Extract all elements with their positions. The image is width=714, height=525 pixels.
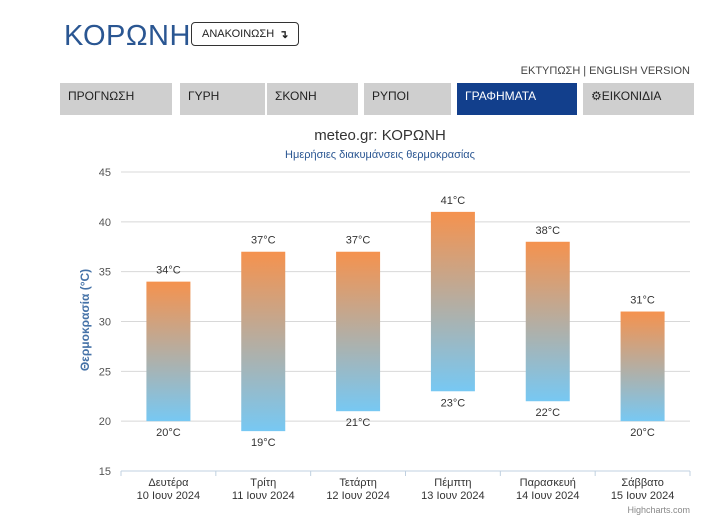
y-tick-label: 40 <box>99 217 111 229</box>
x-tick-date-label: 14 Ιουν 2024 <box>516 490 580 502</box>
x-tick-date-label: 10 Ιουν 2024 <box>137 490 201 502</box>
announcement-label: ΑΝΑΚΟΙΝΩΣΗ <box>202 28 275 40</box>
link-separator: | <box>583 65 587 77</box>
high-temp-label: 34°C <box>156 265 181 277</box>
temperature-bar[interactable] <box>620 311 665 422</box>
tab-label: ΓΥΡΗ <box>188 89 220 103</box>
tab-pollutants[interactable]: ΡΥΠΟΙ <box>364 83 451 115</box>
print-link[interactable]: ΕΚΤΥΠΩΣΗ <box>520 65 581 77</box>
high-temp-label: 41°C <box>441 195 466 207</box>
x-tick-day-label: Τρίτη <box>250 477 276 489</box>
high-temp-label: 31°C <box>630 295 655 307</box>
tab-charts[interactable]: ΓΡΑΦΗΜΑΤΑ <box>457 83 577 115</box>
y-axis-title: Θερμοκρασία (°C) <box>78 269 92 371</box>
x-tick-day-label: Παρασκευή <box>520 477 576 489</box>
tab-pollen[interactable]: ΓΥΡΗ <box>180 83 265 115</box>
arrow-down-icon: ↴ <box>279 28 289 41</box>
low-temp-label: 20°C <box>630 427 655 439</box>
chart-subtitle: Ημερήσιες διακυμάνσεις θερμοκρασίας <box>285 149 475 161</box>
tab-label: ΡΥΠΟΙ <box>372 89 410 103</box>
high-temp-label: 37°C <box>346 235 371 247</box>
y-tick-label: 15 <box>99 466 111 478</box>
tab-dust[interactable]: ΣΚΟΝΗ <box>267 83 358 115</box>
low-temp-label: 19°C <box>251 437 276 449</box>
english-version-link[interactable]: ENGLISH VERSION <box>589 65 690 77</box>
x-tick-date-label: 15 Ιουν 2024 <box>611 490 675 502</box>
tab-label: ΓΡΑΦΗΜΑΤΑ <box>465 89 537 103</box>
tab-label: ΕΙΚΟΝΙΔΙΑ <box>601 89 662 103</box>
low-temp-label: 23°C <box>441 397 466 409</box>
y-tick-label: 20 <box>99 416 111 428</box>
tab-label: ΣΚΟΝΗ <box>275 89 317 103</box>
temperature-bar[interactable] <box>525 241 570 402</box>
page-title: ΚΟΡΩΝΗ <box>64 20 191 52</box>
chart-credit[interactable]: Highcharts.com <box>627 505 690 515</box>
chart-title: meteo.gr: ΚΟΡΩΝΗ <box>314 127 446 144</box>
y-tick-label: 35 <box>99 267 111 279</box>
tab-label: ΠΡΟΓΝΩΣΗ <box>68 89 135 103</box>
tab-forecast[interactable]: ΠΡΟΓΝΩΣΗ <box>60 83 172 115</box>
y-tick-label: 45 <box>99 167 111 179</box>
low-temp-label: 20°C <box>156 427 181 439</box>
y-tick-label: 25 <box>99 366 111 378</box>
announcement-button[interactable]: ΑΝΑΚΟΙΝΩΣΗ ↴ <box>191 22 300 46</box>
y-tick-label: 30 <box>99 317 111 329</box>
x-tick-day-label: Πέμπτη <box>434 477 471 489</box>
x-tick-date-label: 13 Ιουν 2024 <box>421 490 485 502</box>
x-tick-day-label: Δευτέρα <box>148 477 189 489</box>
gear-icon: ⚙ <box>591 89 602 103</box>
tab-icons[interactable]: ⚙ΕΙΚΟΝΙΔΙΑ <box>583 83 694 115</box>
temperature-bar[interactable] <box>146 281 191 422</box>
temperature-bar[interactable] <box>241 251 286 432</box>
temperature-bar[interactable] <box>430 211 475 392</box>
top-links: ΕΚΤΥΠΩΣΗ | ENGLISH VERSION <box>521 65 690 77</box>
low-temp-label: 21°C <box>346 417 371 429</box>
high-temp-label: 38°C <box>535 225 560 237</box>
x-tick-date-label: 11 Ιουν 2024 <box>232 490 295 502</box>
temperature-bar[interactable] <box>336 251 381 412</box>
high-temp-label: 37°C <box>251 235 276 247</box>
x-tick-date-label: 12 Ιουν 2024 <box>326 490 390 502</box>
low-temp-label: 22°C <box>535 407 560 419</box>
x-tick-day-label: Σάββατο <box>621 477 663 489</box>
x-tick-day-label: Τετάρτη <box>339 477 377 489</box>
